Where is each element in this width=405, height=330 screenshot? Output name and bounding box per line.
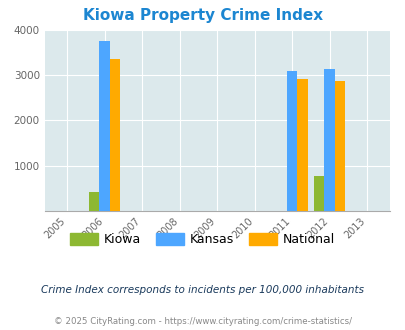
- Legend: Kiowa, Kansas, National: Kiowa, Kansas, National: [65, 228, 340, 251]
- Text: Kiowa Property Crime Index: Kiowa Property Crime Index: [83, 8, 322, 23]
- Bar: [297, 79, 307, 211]
- Bar: [99, 41, 110, 211]
- Bar: [334, 81, 345, 211]
- Bar: [324, 69, 334, 211]
- Bar: [110, 59, 120, 211]
- Bar: [286, 72, 297, 211]
- Bar: [89, 192, 99, 211]
- Text: Crime Index corresponds to incidents per 100,000 inhabitants: Crime Index corresponds to incidents per…: [41, 285, 364, 295]
- Bar: [313, 176, 324, 211]
- Text: © 2025 CityRating.com - https://www.cityrating.com/crime-statistics/: © 2025 CityRating.com - https://www.city…: [54, 317, 351, 326]
